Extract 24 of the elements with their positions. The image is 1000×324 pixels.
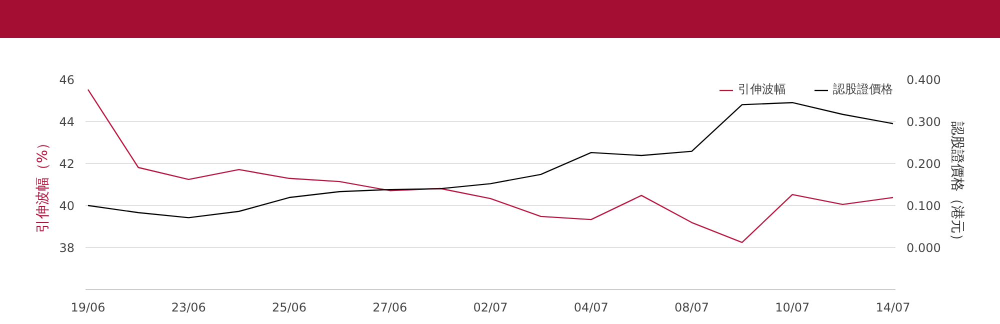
legend-label: 引伸波幅 [738, 81, 786, 98]
legend-label: 認股證價格 [833, 81, 893, 98]
x-tick-label: 04/07 [574, 300, 608, 314]
y-tick-label: 38 [59, 241, 75, 255]
y-tick-label: 40 [59, 199, 75, 213]
x-tick-label: 10/07 [775, 300, 810, 314]
y-tick-label: 46 [59, 73, 75, 87]
y2-tick-label: 0.100 [906, 199, 941, 213]
x-tick-label: 19/06 [70, 300, 106, 314]
y2-tick-label: 0.000 [906, 241, 941, 255]
x-tick-label: 08/07 [674, 300, 710, 314]
y2-tick-label: 0.200 [906, 157, 941, 171]
y2-axis-title: 認股證價格（港元） [948, 122, 965, 248]
y-tick-label: 42 [59, 157, 75, 171]
x-tick-label: 23/06 [171, 300, 206, 314]
y-axis-title: 引伸波幅（%） [35, 136, 52, 234]
x-tick-label: 14/07 [876, 300, 910, 314]
x-tick-label: 25/06 [272, 300, 307, 314]
x-tick-label: 27/06 [372, 300, 408, 314]
y-tick-label: 44 [59, 115, 75, 129]
y2-tick-label: 0.300 [906, 115, 941, 129]
x-tick-label: 02/07 [473, 300, 508, 314]
y2-tick-label: 0.400 [906, 73, 941, 87]
line-series [87, 102, 894, 218]
